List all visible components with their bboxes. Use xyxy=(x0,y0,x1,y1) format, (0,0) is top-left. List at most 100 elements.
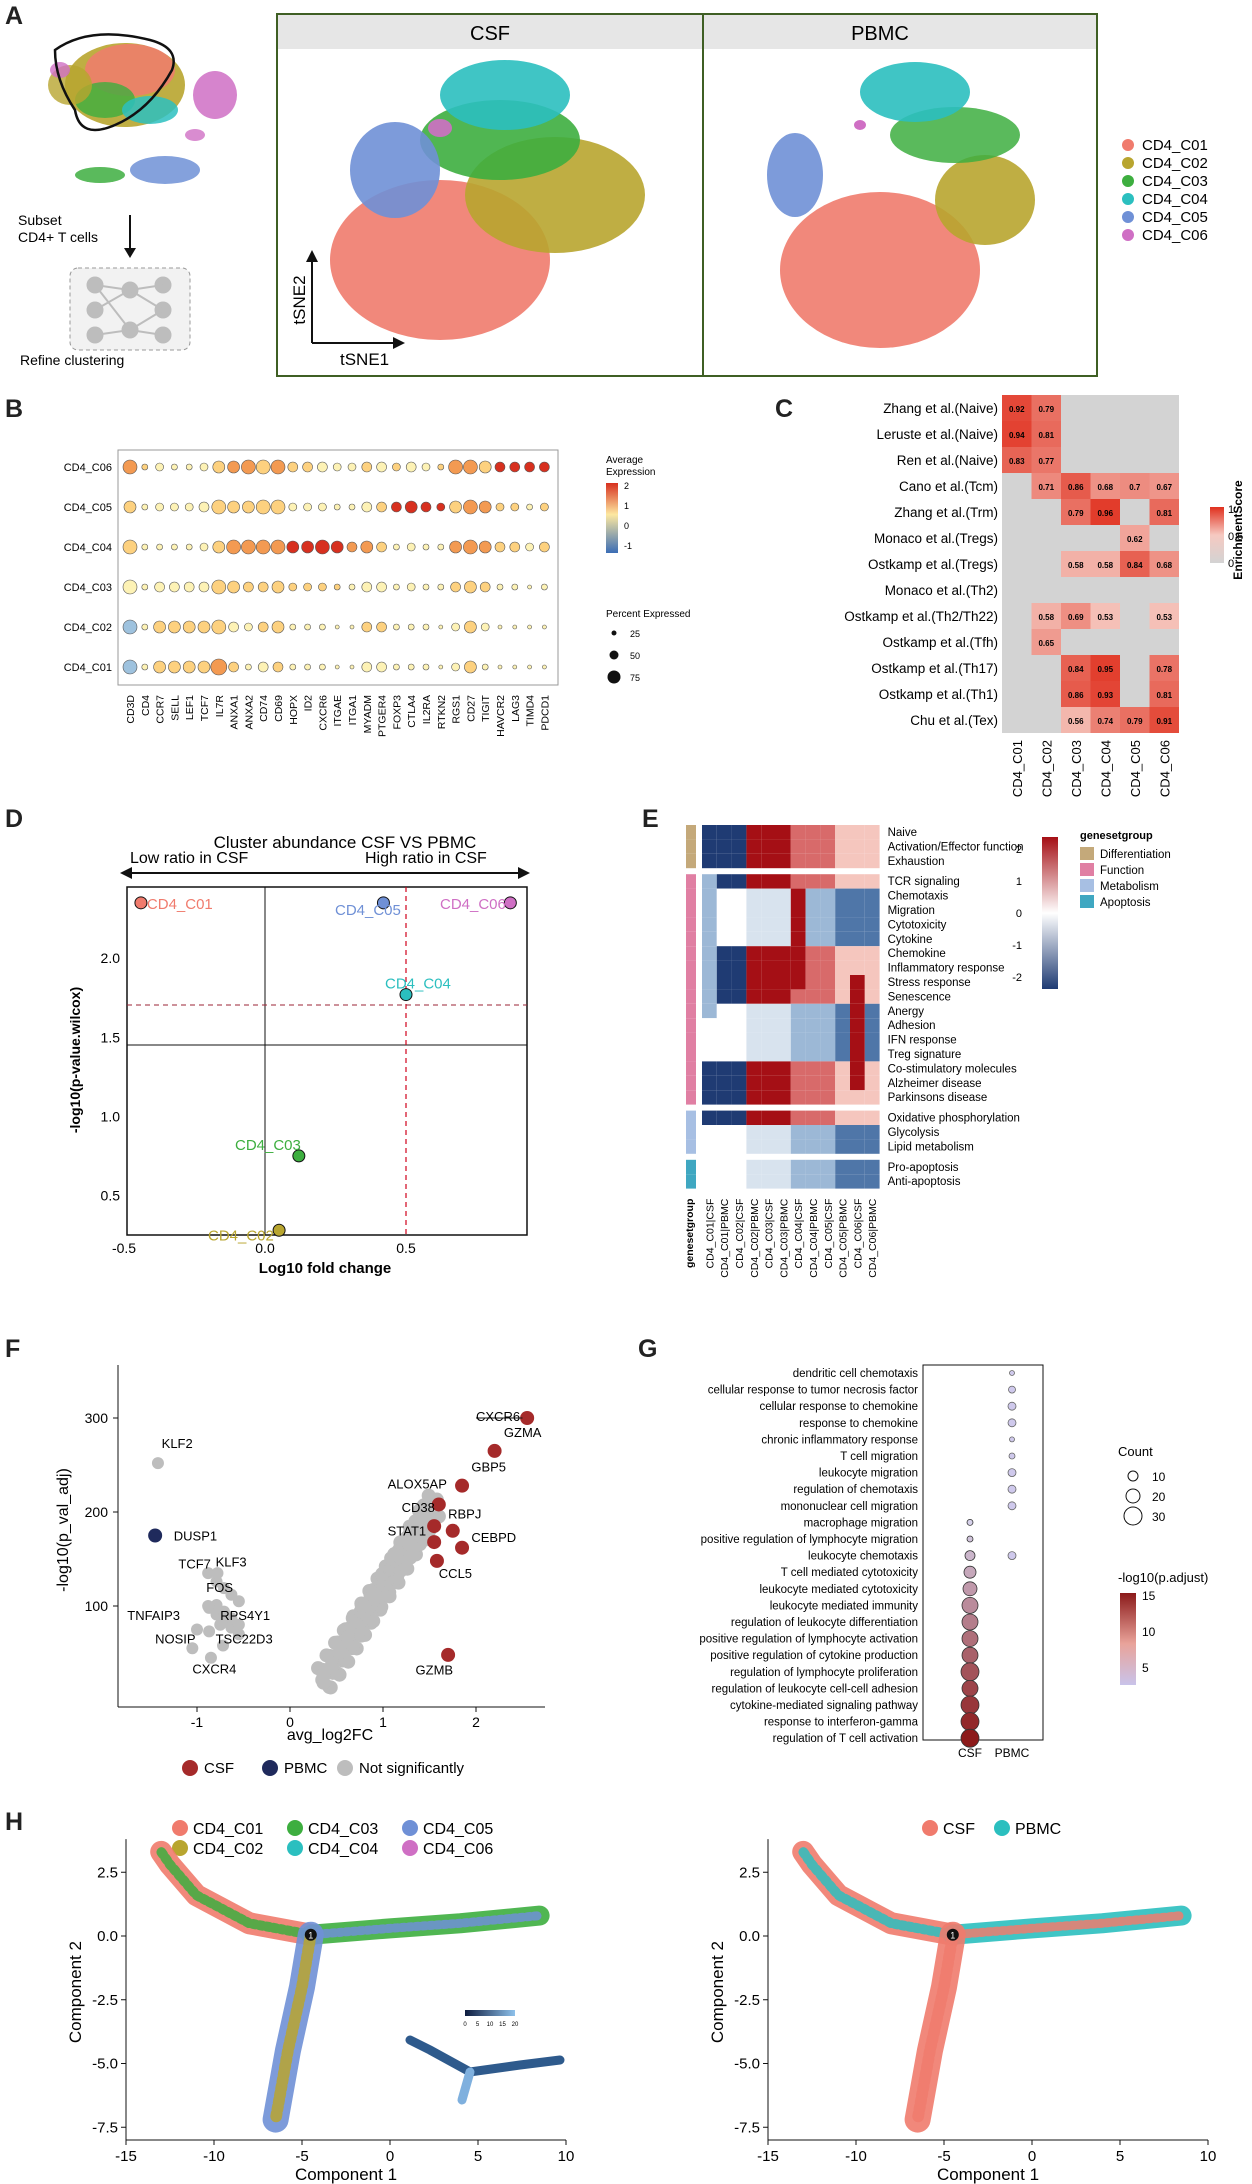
heatmap-c-value: 0.53 xyxy=(1097,613,1113,622)
heatmap-e-cell xyxy=(790,1174,806,1189)
heatmap-c-value: 0.69 xyxy=(1068,613,1084,622)
heatmap-c-col-label: CD4_C04 xyxy=(1098,740,1113,797)
dotplot-dot xyxy=(255,499,271,515)
heatmap-e-cell xyxy=(820,888,836,903)
heatmap-c-cell xyxy=(1120,473,1150,499)
heatmap-e-cell xyxy=(835,975,850,990)
dotplot-dot xyxy=(185,463,193,471)
heatmap-e-cell xyxy=(864,853,880,869)
go-col-label: PBMC xyxy=(995,1746,1030,1760)
heatmap-e-cell xyxy=(820,1139,836,1154)
genesetgroup-legend-swatch xyxy=(1080,879,1094,892)
heatmap-e-cell xyxy=(761,1159,776,1175)
dotplot-dot xyxy=(245,663,252,671)
heatmap-c-cell xyxy=(1061,603,1091,629)
avg-expression-title-2: Expression xyxy=(606,467,655,478)
heatmap-e-cell xyxy=(835,1110,850,1125)
heatmap-c-value: 0.81 xyxy=(1038,431,1054,440)
heatmap-e-cell xyxy=(820,1047,836,1062)
dotplot-dot xyxy=(122,459,138,475)
heatmap-e-cell xyxy=(776,1125,791,1140)
heatmap-e-cell xyxy=(835,1018,850,1033)
heatmap-c-value: 0.65 xyxy=(1038,639,1054,648)
dotplot-dot xyxy=(463,459,478,475)
heatmap-e-row-label: Treg signature xyxy=(888,1049,962,1061)
heatmap-c-cell xyxy=(1120,707,1150,733)
heatmap-e-cell xyxy=(702,903,717,918)
heatmap-c-value: 0.79 xyxy=(1068,509,1084,518)
dotplot-dot xyxy=(391,501,402,513)
dotplot-dot xyxy=(510,502,520,512)
heatmap-e-row-label: Alzheimer disease xyxy=(888,1078,982,1090)
dotplot-dot xyxy=(406,582,416,592)
facet-strip-pbmc xyxy=(704,15,1096,49)
heatmap-e-cell xyxy=(776,1159,791,1175)
dotplot-dot xyxy=(333,583,341,591)
heatmap-c-row-label: Zhang et al.(Naive) xyxy=(883,401,998,416)
genesetgroup-bar xyxy=(686,874,696,889)
heatmap-e-cell xyxy=(776,946,791,961)
dotplot-gene-label: HOPX xyxy=(288,695,300,725)
dotplot-dot xyxy=(302,461,313,473)
heatmap-e-cell xyxy=(746,1032,762,1047)
dotplot-dot xyxy=(450,581,461,593)
heatmap-e-cell xyxy=(864,1047,880,1062)
heatmap-e-row-label: Oxidative phosphorylation xyxy=(888,1113,1020,1125)
heatmap-e-cell xyxy=(702,917,717,932)
heatmap-e-cell xyxy=(790,1139,806,1154)
heatmap-c-value: 0.86 xyxy=(1068,691,1084,700)
dotplot-dot xyxy=(184,502,194,512)
panel-letter-d: D xyxy=(5,805,24,833)
genesetgroup-legend-label: Differentiation xyxy=(1100,849,1171,861)
heatmap-e-cell xyxy=(805,975,821,990)
dotplot-gene-label: CD3D xyxy=(125,695,137,724)
dotplot-dot xyxy=(361,661,373,673)
heatmap-e-cell xyxy=(746,1125,762,1140)
trajectory-legend-label: CD4_C03 xyxy=(308,1821,378,1838)
dotplot-dot xyxy=(539,461,550,473)
heatmap-c-cell xyxy=(1002,629,1032,655)
dotplot-dot xyxy=(449,500,462,514)
go-dot-csf xyxy=(960,1695,980,1715)
heatmap-e-cell xyxy=(805,1125,821,1140)
heatmap-c-cell xyxy=(1031,499,1061,525)
dotplot-dot xyxy=(153,660,166,674)
heatmap-e-cell xyxy=(702,839,717,854)
dotplot-dot xyxy=(227,500,240,514)
panel-f-xtick: 2 xyxy=(472,1714,480,1730)
heatmap-e-cell xyxy=(820,853,836,869)
heatmap-e-cell xyxy=(805,1174,821,1189)
dotplot-dot xyxy=(155,462,164,472)
heatmap-e-cell xyxy=(790,825,806,840)
dotplot-dot xyxy=(361,621,373,633)
pseudotime-tick: 5 xyxy=(476,2022,480,2028)
geneset-scale-tick: -2 xyxy=(1012,972,1022,984)
go-term-label: cellular response to chemokine xyxy=(759,1401,918,1413)
go-dot-csf xyxy=(964,1550,976,1562)
heatmap-e-row-label: Activation/Effector function xyxy=(888,841,1024,853)
heatmap-c-cell xyxy=(1120,603,1150,629)
trajectory-ytick: 2.5 xyxy=(739,1864,760,1881)
pct-legend-dot xyxy=(611,630,617,636)
gene-point-nonsig xyxy=(211,1567,224,1580)
geneset-scale xyxy=(1042,837,1058,989)
go-dot-pbmc xyxy=(1009,1370,1015,1376)
heatmap-e-cell xyxy=(702,1075,717,1091)
heatmap-c-cell xyxy=(1149,525,1179,551)
heatmap-e-cell xyxy=(835,1047,850,1062)
trajectory-xlabel: Component 1 xyxy=(937,2165,1039,2184)
go-term-label: regulation of chemotaxis xyxy=(793,1484,918,1496)
dotplot-dot xyxy=(257,661,269,673)
gene-label-nonsig: FOS xyxy=(206,1580,233,1595)
padj-tick: 5 xyxy=(1142,1661,1149,1675)
tsne2-label: tSNE2 xyxy=(290,275,309,324)
dotplot-dot xyxy=(478,500,492,514)
trajectory-ytick: -7.5 xyxy=(92,2119,118,2136)
dotplot-dot xyxy=(288,502,298,512)
heatmap-c-value: 0.83 xyxy=(1009,457,1025,466)
heatmap-e-cell xyxy=(835,1125,850,1140)
dotplot-dot xyxy=(272,661,284,673)
panel-d-volcano: Cluster abundance CSF VS PBMC Low ratio … xyxy=(67,833,530,1277)
panel-f-ylabel: -log10(p_val_adj) xyxy=(55,1468,72,1592)
panel-f-ytick: 200 xyxy=(85,1504,109,1520)
